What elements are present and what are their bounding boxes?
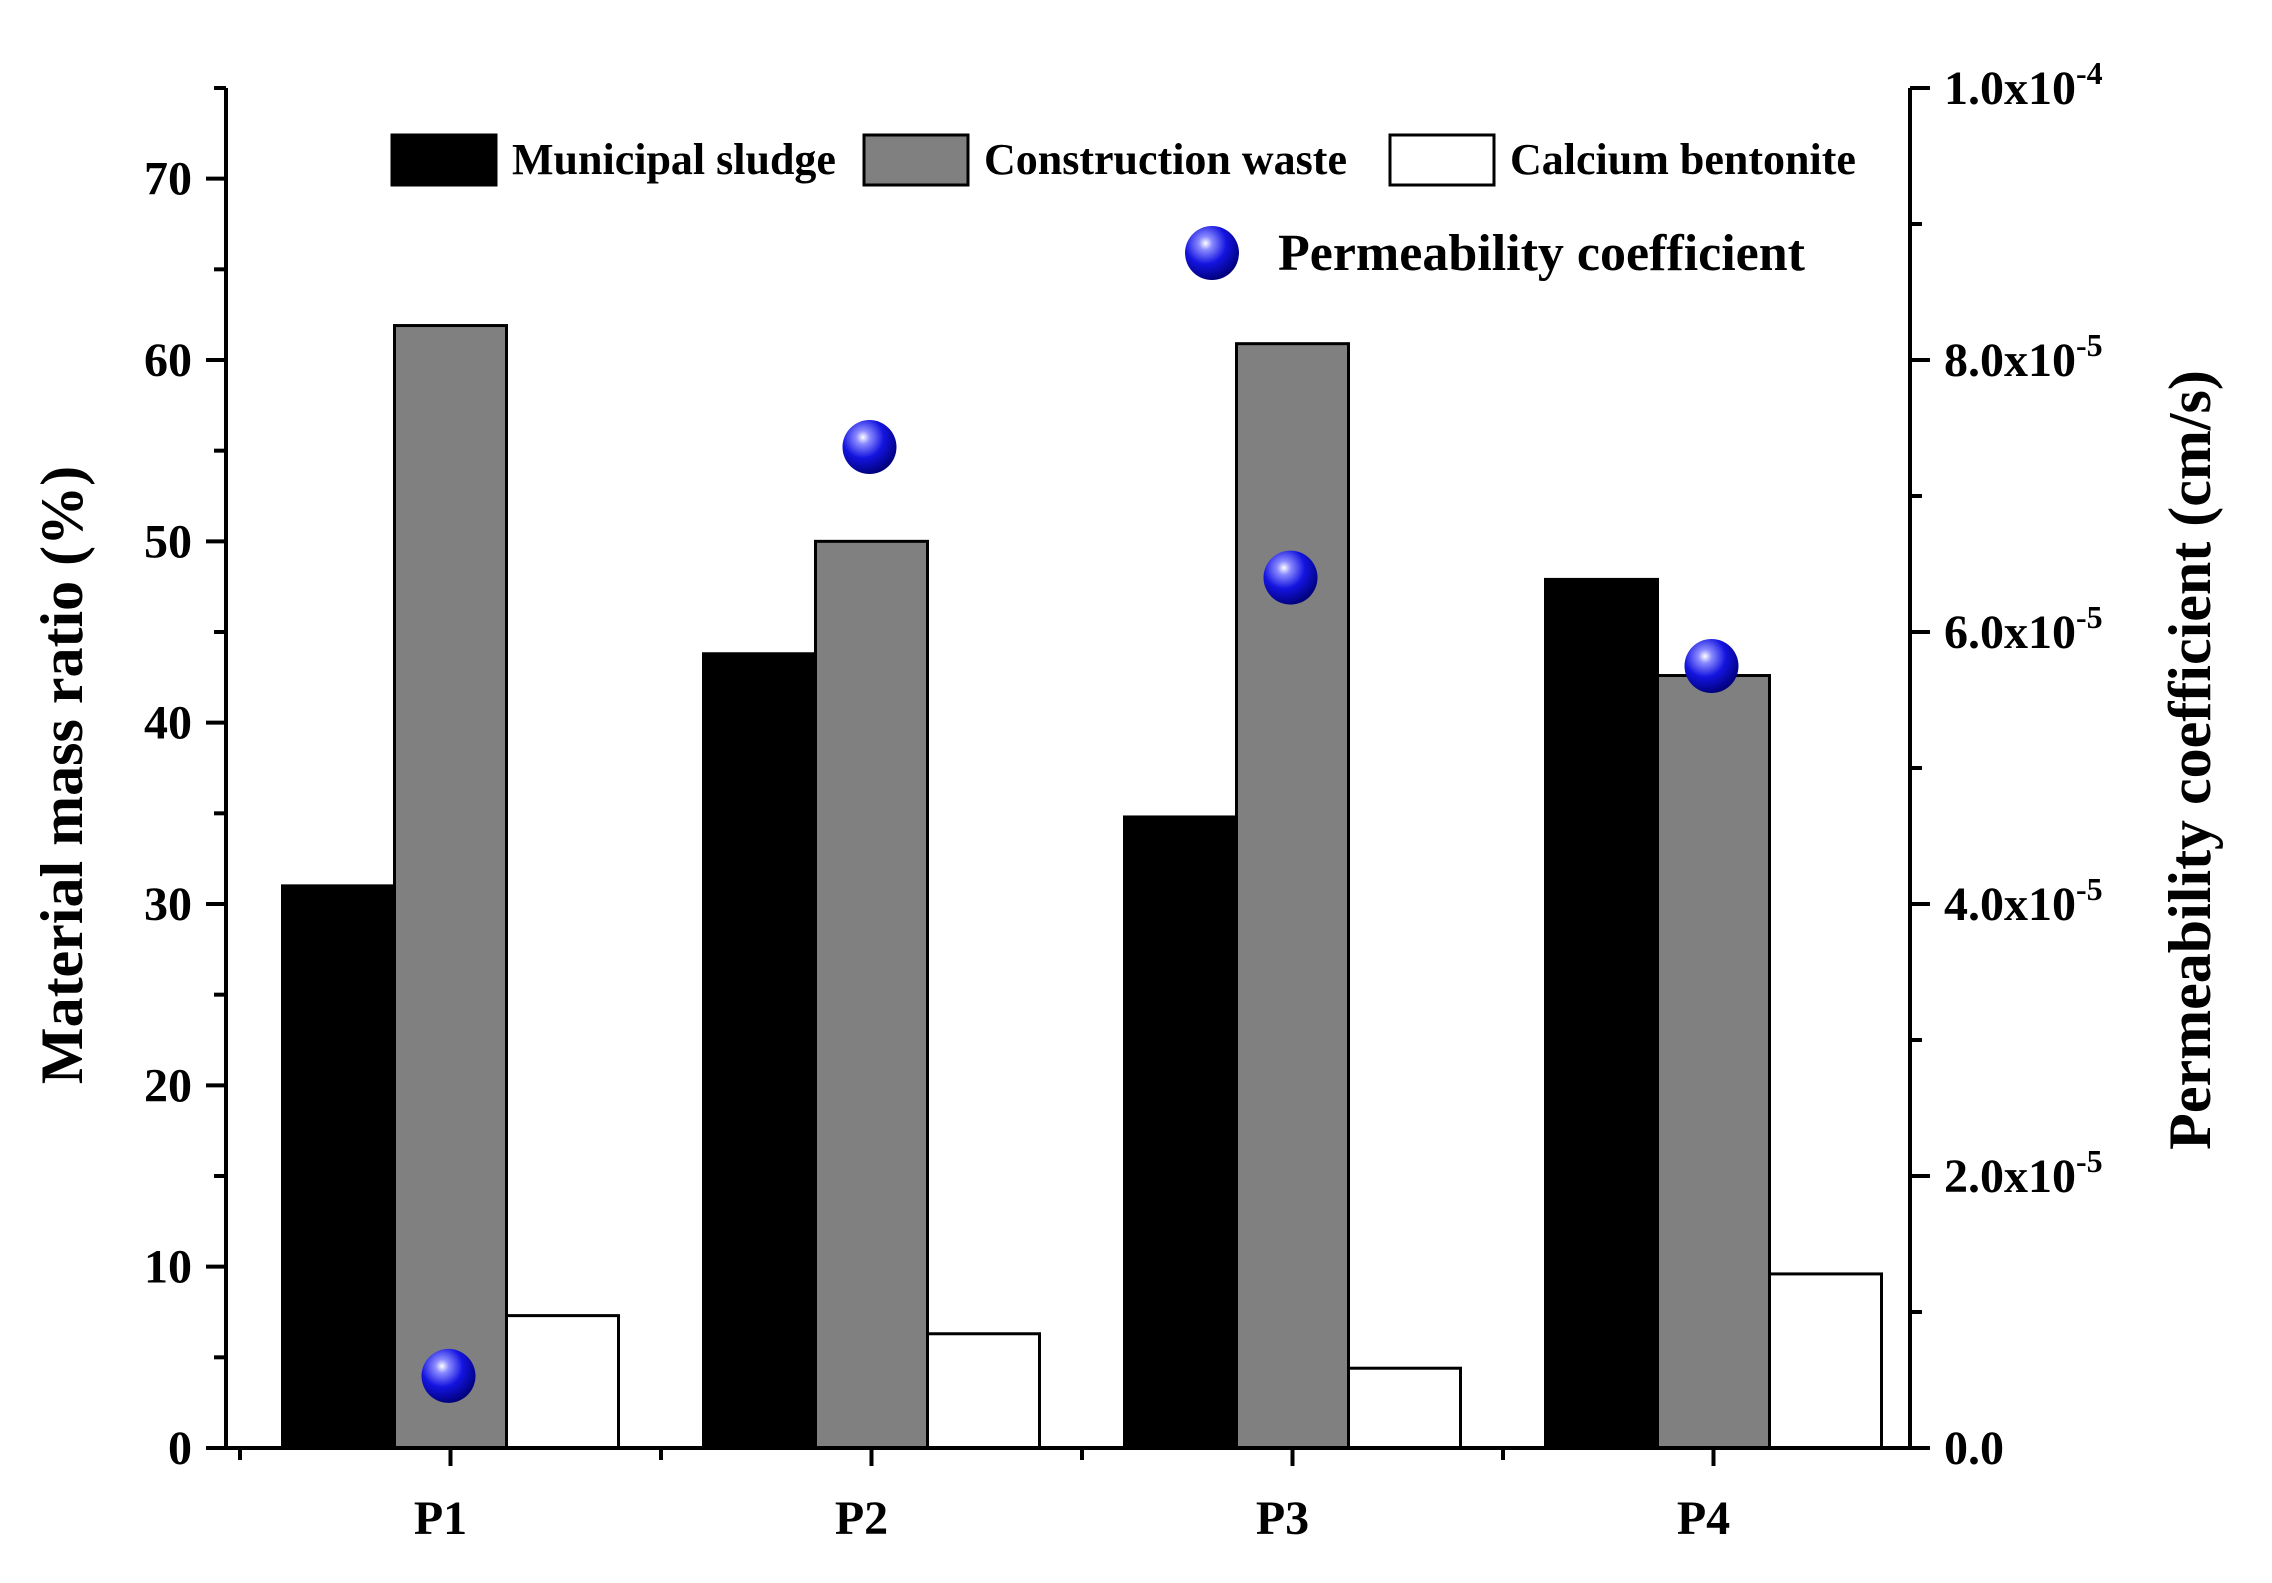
y2-tick-label: 8.0x10-5 bbox=[1944, 327, 2103, 387]
legend: Municipal sludge Construction waste Calc… bbox=[390, 133, 1856, 282]
bar-calcium-bentonite-p3 bbox=[1347, 1366, 1462, 1450]
y-tick-label: 10 bbox=[144, 1241, 192, 1294]
y2-tick-label: 1.0x10-4 bbox=[1944, 55, 2103, 115]
y2-tick-label: 4.0x10-5 bbox=[1944, 871, 2103, 931]
bar-construction-waste-p3 bbox=[1235, 342, 1350, 1450]
axes-layer: 0 10 20 30 40 50 60 70 0.0 2.0x10-5 4.0x10-5 6.0x10… bbox=[144, 55, 2103, 1545]
point-permeability-p1 bbox=[421, 1348, 476, 1403]
legend-label-calcium-bentonite: Calcium bentonite bbox=[1510, 135, 1856, 184]
bar-construction-waste-p1 bbox=[393, 324, 508, 1450]
x-tick-label-p2: P2 bbox=[835, 1492, 888, 1545]
legend-swatch-calcium-bentonite bbox=[1388, 133, 1496, 187]
bar-municipal-sludge-p2 bbox=[702, 652, 817, 1450]
y-tick-label: 70 bbox=[144, 153, 192, 206]
legend-swatch-construction-waste bbox=[862, 133, 970, 187]
y-tick-label: 50 bbox=[144, 515, 192, 568]
y2-tick-label: 0.0 bbox=[1944, 1422, 2004, 1475]
points-layer bbox=[421, 420, 1739, 1403]
legend-label-municipal-sludge: Municipal sludge bbox=[512, 135, 836, 184]
legend-marker-permeability bbox=[1185, 226, 1239, 280]
x-tick-label-p4: P4 bbox=[1677, 1492, 1730, 1545]
y-tick-label: 0 bbox=[168, 1422, 192, 1475]
y-tick-label: 60 bbox=[144, 334, 192, 387]
x-tick-label-p3: P3 bbox=[1256, 1492, 1309, 1545]
legend-label-permeability: Permeability coefficient bbox=[1278, 225, 1806, 282]
x-tick-label-p1: P1 bbox=[414, 1492, 467, 1545]
y2-tick-label: 6.0x10-5 bbox=[1944, 599, 2103, 659]
y2-tick-label: 2.0x10-5 bbox=[1944, 1143, 2103, 1203]
y-tick-label: 30 bbox=[144, 878, 192, 931]
y-axis-title: Material mass ratio (%) bbox=[29, 466, 95, 1084]
legend-label-construction-waste: Construction waste bbox=[984, 135, 1347, 184]
bar-municipal-sludge-p1 bbox=[281, 884, 396, 1450]
point-permeability-p4 bbox=[1684, 639, 1739, 693]
legend-swatch-municipal-sludge bbox=[390, 133, 498, 187]
bar-calcium-bentonite-p2 bbox=[926, 1332, 1041, 1450]
y-tick-label: 40 bbox=[144, 697, 192, 750]
y-tick-label: 20 bbox=[144, 1059, 192, 1112]
point-permeability-p2 bbox=[842, 420, 897, 475]
bar-municipal-sludge-p4 bbox=[1544, 577, 1659, 1450]
point-permeability-p3 bbox=[1263, 550, 1318, 605]
bars-layer bbox=[281, 324, 1883, 1450]
bar-municipal-sludge-p3 bbox=[1123, 815, 1238, 1450]
bar-construction-waste-p2 bbox=[814, 539, 929, 1450]
y2-axis-title: Permeability coefficient (cm/s) bbox=[2157, 370, 2223, 1150]
bar-calcium-bentonite-p1 bbox=[505, 1314, 620, 1450]
bar-construction-waste-p4 bbox=[1656, 674, 1771, 1450]
bar-calcium-bentonite-p4 bbox=[1768, 1272, 1883, 1450]
